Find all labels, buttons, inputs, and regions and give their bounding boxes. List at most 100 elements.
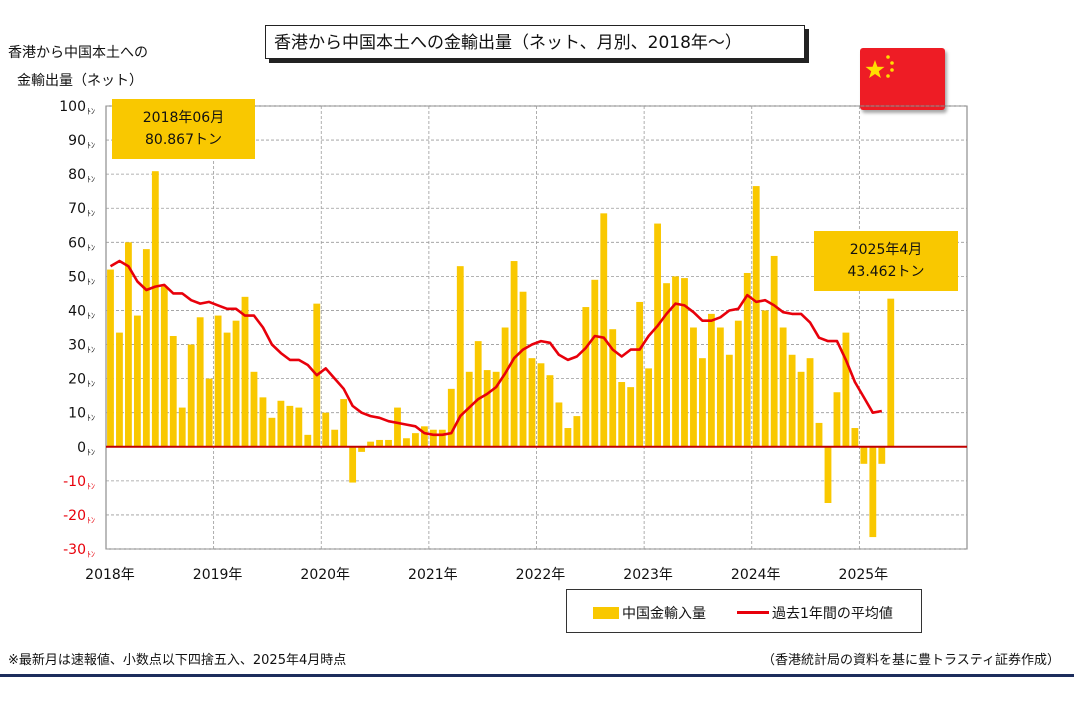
bar	[618, 382, 626, 447]
bar	[690, 327, 697, 447]
bar	[169, 336, 177, 447]
peak-callout: 2018年06月 80.867トン	[112, 99, 255, 159]
bar	[151, 171, 159, 447]
bar	[716, 327, 724, 447]
bar	[519, 291, 527, 447]
bar	[492, 371, 500, 447]
bar	[663, 283, 670, 447]
bar-series	[107, 171, 895, 538]
bar	[125, 242, 132, 447]
x-tick-label: 2024年	[731, 567, 781, 583]
y-tick-unit: ﾄﾝ	[87, 380, 95, 389]
bar	[878, 446, 886, 464]
x-tick-labels: 2018年 2019年 2020年 2021年 2022年 2023年 2024年 2025年	[85, 567, 888, 583]
bar	[869, 446, 877, 538]
bar	[214, 315, 222, 447]
bar	[394, 407, 401, 447]
bar	[367, 441, 374, 447]
bar	[259, 397, 267, 447]
legend-item-line: 過去1年間の平均値	[737, 603, 893, 623]
china-flag-icon	[860, 48, 945, 110]
bar	[824, 446, 832, 503]
bar	[376, 439, 383, 447]
bar	[116, 332, 123, 447]
bar	[779, 327, 787, 447]
y-tick-label: -10	[63, 474, 86, 490]
y-tick-unit: ﾄﾝ	[87, 175, 95, 184]
bar	[815, 422, 823, 447]
y-tick-label: -30	[63, 542, 86, 558]
y-axis-label-line2: 金輸出量（ネット）	[17, 73, 143, 89]
bar	[187, 344, 195, 447]
y-tick-label: -20	[63, 508, 86, 524]
bar	[196, 317, 204, 447]
y-tick-unit: ﾄﾝ	[87, 277, 95, 286]
y-tick-unit: ﾄﾝ	[87, 243, 95, 252]
bar	[699, 358, 706, 447]
bar	[510, 261, 518, 447]
y-tick-unit: ﾄﾝ	[87, 482, 95, 491]
x-tick-label: 2025年	[839, 567, 889, 583]
bar	[412, 433, 419, 447]
bar	[447, 388, 455, 447]
y-tick-unit: ﾄﾝ	[87, 516, 95, 525]
y-tick-label: 10	[68, 406, 86, 422]
legend-item-bar: 中国金輸入量	[593, 603, 706, 623]
bar	[761, 310, 769, 447]
y-tick-unit: ﾄﾝ	[87, 141, 95, 150]
bar	[555, 402, 563, 447]
latest-callout: 2025年4月 43.462トン	[814, 231, 958, 291]
bar	[528, 358, 536, 447]
average-line-series	[109, 259, 883, 437]
y-tick-unit: ﾄﾝ	[87, 346, 95, 355]
bar	[546, 375, 554, 447]
bar	[627, 387, 635, 447]
bar	[456, 266, 464, 447]
bar	[429, 429, 437, 447]
bar	[304, 434, 312, 447]
y-tick-unit: ﾄﾝ	[87, 414, 95, 423]
bar	[743, 272, 751, 447]
bottom-divider	[0, 674, 1074, 677]
bar	[438, 429, 446, 447]
bar	[286, 405, 294, 447]
bar	[133, 315, 141, 447]
y-tick-label: 40	[68, 303, 86, 319]
y-tick-label: 100	[59, 99, 86, 115]
y-tick-label: 70	[68, 201, 86, 217]
y-tick-label: 30	[68, 338, 86, 354]
bar	[672, 276, 679, 447]
bar	[752, 186, 760, 447]
bar	[582, 307, 590, 447]
legend-swatch-bar	[593, 607, 619, 619]
y-tick-label: 90	[68, 133, 86, 149]
bar	[358, 446, 366, 452]
bar	[573, 416, 581, 447]
bar	[636, 301, 644, 447]
bar	[322, 412, 330, 447]
latest-callout-date: 2025年4月	[849, 242, 923, 258]
bar	[232, 320, 240, 447]
bar	[483, 370, 491, 447]
bar	[268, 417, 276, 447]
bar	[600, 213, 608, 447]
bar	[860, 446, 868, 464]
bar	[564, 428, 572, 447]
bar	[591, 279, 599, 447]
x-tick-label: 2023年	[623, 567, 673, 583]
bar	[681, 278, 688, 447]
bar	[537, 363, 545, 447]
bar	[770, 255, 778, 447]
bar	[887, 298, 895, 447]
latest-callout-value: 43.462トン	[847, 264, 925, 280]
bar	[474, 341, 482, 447]
peak-callout-date: 2018年06月	[142, 110, 225, 126]
x-tick-label: 2022年	[516, 567, 566, 583]
x-tick-label: 2019年	[193, 567, 243, 583]
y-tick-label: 50	[68, 269, 86, 285]
bar	[833, 392, 841, 447]
bar	[241, 296, 249, 447]
legend-label-bar: 中国金輸入量	[622, 606, 706, 622]
bar	[420, 426, 428, 447]
